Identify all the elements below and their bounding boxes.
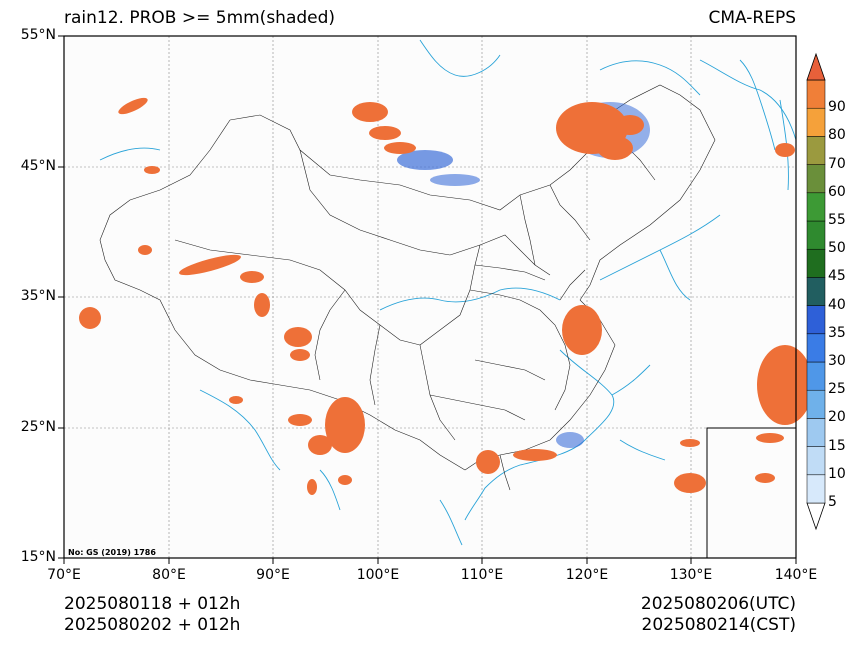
colorbar-level-label: 80	[828, 127, 846, 144]
colorbar-level-label: 10	[828, 465, 846, 482]
colorbar-segment	[806, 192, 826, 222]
colorbar-level-label: 70	[828, 155, 846, 172]
lat-tick-55: 55°N	[20, 27, 56, 43]
init-time-cst: 2025080202 + 012h	[64, 615, 241, 635]
lat-tick-25: 25°N	[20, 419, 56, 435]
colorbar-segment	[806, 248, 826, 278]
colorbar-segment	[806, 389, 826, 419]
model-name: CMA-REPS	[708, 8, 796, 28]
lon-tick-90: 90°E	[256, 567, 290, 583]
colorbar-segment	[806, 418, 826, 447]
colorbar-level-label: 50	[828, 240, 846, 257]
colorbar-level-label: 90	[828, 99, 846, 116]
colorbar-segment	[806, 107, 826, 137]
lat-tick-35: 35°N	[20, 288, 56, 304]
colorbar-level-label: 60	[828, 183, 846, 200]
map-approval-note: No: GS (2019) 1786	[68, 548, 156, 557]
lon-tick-70: 70°E	[47, 567, 81, 583]
colorbar-segment	[806, 474, 826, 504]
colorbar-arrow-high	[806, 52, 826, 81]
colorbar-segment	[806, 164, 826, 194]
valid-time-cst: 2025080214(CST)	[641, 615, 796, 635]
colorbar-level-label: 55	[828, 212, 846, 228]
lon-tick-100: 100°E	[356, 567, 400, 583]
colorbar	[806, 52, 826, 531]
colorbar-segment	[806, 361, 826, 391]
colorbar-segment	[806, 220, 826, 250]
colorbar-arrow-low	[806, 502, 826, 531]
colorbar-level-label: 35	[828, 324, 846, 341]
colorbar-segment	[806, 136, 826, 165]
colorbar-level-label: 30	[828, 353, 846, 369]
lon-tick-120: 120°E	[565, 567, 609, 583]
colorbar-segment	[806, 333, 826, 363]
precip-probability-shading	[79, 97, 813, 495]
colorbar-level-label: 40	[828, 296, 846, 313]
valid-time-utc: 2025080206(UTC)	[640, 594, 796, 614]
colorbar-segment	[806, 446, 826, 476]
colorbar-level-label: 25	[828, 381, 846, 398]
lon-tick-110: 110°E	[460, 567, 504, 583]
colorbar-level-label: 5	[828, 494, 837, 510]
init-time-utc: 2025080118 + 012h	[64, 594, 241, 614]
colorbar-segment	[806, 305, 826, 335]
lon-tick-80: 80°E	[152, 567, 186, 583]
colorbar-level-label: 45	[828, 268, 846, 285]
lat-tick-15: 15°N	[20, 549, 56, 565]
colorbar-level-label: 15	[828, 437, 846, 454]
colorbar-segment	[806, 277, 826, 306]
colorbar-level-label: 20	[828, 409, 846, 426]
chart-title: rain12. PROB >= 5mm(shaded)	[64, 8, 336, 28]
colorbar-segment	[806, 79, 826, 109]
lon-tick-140: 140°E	[774, 567, 818, 583]
lat-tick-45: 45°N	[20, 158, 56, 174]
lon-tick-130: 130°E	[669, 567, 713, 583]
